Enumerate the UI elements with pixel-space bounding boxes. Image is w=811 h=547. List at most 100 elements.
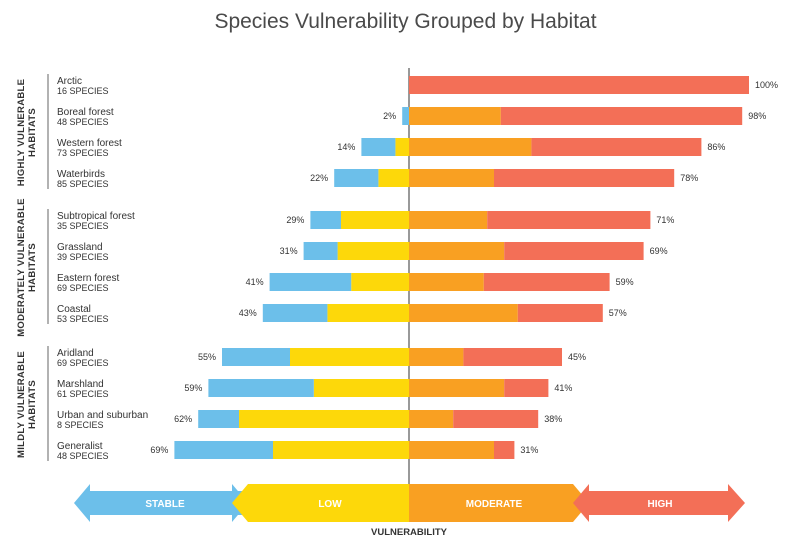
bar-low: [341, 211, 409, 229]
bar-stable: [222, 348, 290, 366]
left-percent-label: 29%: [286, 215, 304, 225]
bar-low: [378, 169, 409, 187]
bar-stable: [303, 242, 338, 260]
group-label: MODERATELY VULNERABLEHABITATS: [16, 198, 38, 337]
habitat-count: 48 SPECIES: [57, 451, 109, 461]
right-percent-label: 69%: [650, 246, 668, 256]
habitat-name: Eastern forest: [57, 273, 119, 284]
bar-high: [494, 169, 675, 187]
right-percent-label: 57%: [609, 308, 627, 318]
bar-low: [239, 410, 409, 428]
left-percent-label: 14%: [337, 142, 355, 152]
legend-label-high: HIGH: [648, 499, 673, 510]
bar-moderate: [409, 273, 484, 291]
right-percent-label: 38%: [544, 414, 562, 424]
bar-moderate: [409, 379, 505, 397]
legend-label-stable: STABLE: [145, 499, 185, 510]
habitat-name: Western forest: [57, 138, 122, 149]
legend-stable: [88, 491, 248, 515]
bar-high: [487, 211, 651, 229]
bar-low: [327, 304, 409, 322]
legend-label-low: LOW: [318, 499, 342, 510]
right-percent-label: 100%: [755, 80, 778, 90]
bar-high: [517, 304, 603, 322]
habitat-name: Arctic: [57, 76, 82, 87]
bar-stable: [310, 211, 341, 229]
habitat-name: Coastal: [57, 304, 91, 315]
bar-low: [351, 273, 409, 291]
left-percent-label: 43%: [239, 308, 257, 318]
left-percent-label: 62%: [174, 414, 192, 424]
left-percent-label: 69%: [150, 445, 168, 455]
legend-high: [585, 491, 730, 515]
bar-moderate: [409, 138, 532, 156]
left-percent-label: 31%: [280, 246, 298, 256]
habitat-count: 48 SPECIES: [57, 117, 109, 127]
right-percent-label: 78%: [680, 173, 698, 183]
bar-high: [463, 348, 562, 366]
right-percent-label: 31%: [520, 445, 538, 455]
habitat-count: 73 SPECIES: [57, 148, 109, 158]
habitat-name: Generalist: [57, 441, 103, 452]
right-percent-label: 59%: [616, 277, 634, 287]
left-percent-label: 22%: [310, 173, 328, 183]
habitat-count: 85 SPECIES: [57, 179, 109, 189]
bar-stable: [208, 379, 314, 397]
bar-stable: [334, 169, 379, 187]
bar-moderate: [409, 169, 494, 187]
bar-low: [290, 348, 409, 366]
bar-stable: [262, 304, 328, 322]
chart-title: Species Vulnerability Grouped by Habitat: [214, 10, 597, 33]
bar-moderate: [409, 441, 494, 459]
bar-moderate: [409, 304, 518, 322]
right-percent-label: 45%: [568, 352, 586, 362]
bar-high: [500, 107, 743, 125]
bar-stable: [402, 107, 409, 125]
bar-high: [453, 410, 539, 428]
bar-stable: [361, 138, 396, 156]
bar-stable: [174, 441, 273, 459]
habitat-name: Aridland: [57, 348, 94, 359]
bar-low: [395, 138, 409, 156]
bar-moderate: [409, 211, 488, 229]
legend-label-moderate: MODERATE: [466, 499, 523, 510]
habitat-count: 69 SPECIES: [57, 358, 109, 368]
group-label: HIGHLY VULNERABLEHABITATS: [16, 79, 38, 187]
bar-high: [409, 76, 749, 94]
habitat-count: 69 SPECIES: [57, 283, 109, 293]
habitat-count: 61 SPECIES: [57, 389, 109, 399]
bar-moderate: [409, 242, 505, 260]
habitat-count: 53 SPECIES: [57, 314, 109, 324]
habitat-name: Urban and suburban: [57, 410, 148, 421]
habitat-name: Waterbirds: [57, 169, 105, 180]
bar-moderate: [409, 410, 454, 428]
bar-high: [531, 138, 702, 156]
bar-moderate: [409, 107, 501, 125]
habitat-count: 16 SPECIES: [57, 86, 109, 96]
legend-moderate: [409, 484, 589, 522]
bar-high: [504, 242, 644, 260]
bar-moderate: [409, 348, 464, 366]
left-percent-label: 55%: [198, 352, 216, 362]
legend-arrowhead-left: [74, 484, 90, 522]
bar-high: [504, 379, 549, 397]
habitat-name: Marshland: [57, 379, 104, 390]
right-percent-label: 98%: [748, 111, 766, 121]
left-percent-label: 59%: [184, 383, 202, 393]
bar-low: [273, 441, 409, 459]
habitat-name: Boreal forest: [57, 107, 114, 118]
left-percent-label: 2%: [383, 111, 396, 121]
bar-high: [483, 273, 610, 291]
habitat-count: 35 SPECIES: [57, 221, 109, 231]
left-percent-label: 41%: [246, 277, 264, 287]
x-axis-title: VULNERABILITY: [371, 527, 448, 538]
legend-low: [232, 484, 409, 522]
bar-low: [337, 242, 409, 260]
bar-stable: [269, 273, 352, 291]
right-percent-label: 41%: [554, 383, 572, 393]
bar-low: [313, 379, 409, 397]
legend-arrowhead-right: [728, 484, 745, 522]
bar-high: [494, 441, 515, 459]
group-label: MILDLY VULNERABLEHABITATS: [16, 351, 38, 458]
